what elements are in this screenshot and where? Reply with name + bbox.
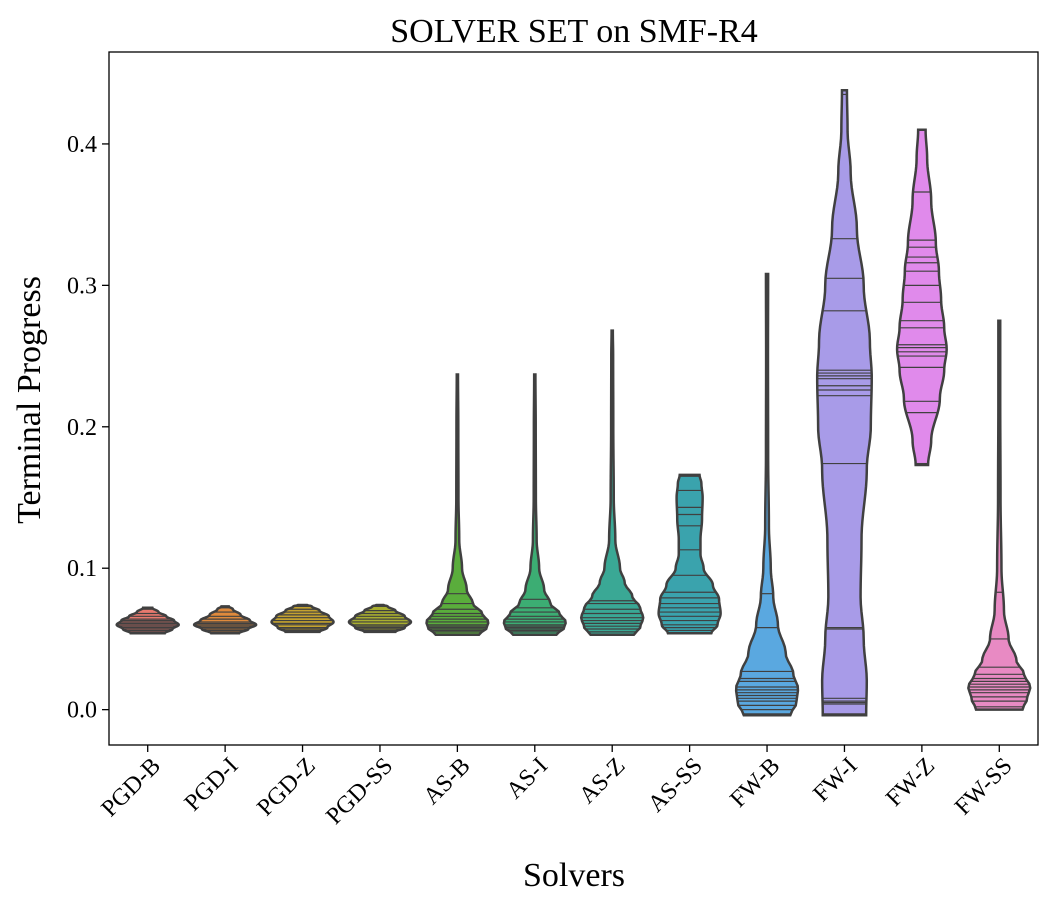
violin-body [967, 319, 1032, 711]
violin-fw-i [815, 88, 873, 717]
x-axis: PGD-B PGD-I PGD-Z PGD-SS AS-B AS-I AS-Z AS-SS FW… [97, 745, 1018, 830]
violin-pgd-i [192, 605, 258, 635]
y-tick-label: 0.1 [67, 556, 97, 582]
violin-body [657, 473, 722, 635]
violin-fw-b [734, 272, 800, 717]
x-tick-label: AS-B [419, 753, 476, 810]
x-axis-label: Solvers [523, 857, 625, 894]
violin-body [425, 373, 490, 636]
violin-as-z [579, 329, 645, 636]
x-tick-label: AS-Z [574, 753, 630, 809]
x-tick-label: PGD-SS [321, 753, 398, 830]
y-axis: 0.0 0.1 0.2 0.3 0.4 [67, 132, 109, 724]
y-tick-label: 0.3 [67, 273, 97, 299]
x-tick-label: PGD-I [180, 753, 244, 817]
x-tick-label: PGD-B [97, 753, 166, 822]
violin-body [734, 272, 800, 717]
violin-fw-z [895, 128, 948, 467]
violin-pgd-z [270, 603, 335, 634]
plot-area [108, 51, 1039, 746]
violin-body [815, 88, 873, 717]
violin-as-ss [657, 473, 722, 635]
violin-as-i [502, 373, 567, 636]
violin-fw-ss [967, 319, 1032, 711]
plot-frame [108, 51, 1039, 746]
x-tick-label: AS-I [502, 753, 553, 804]
x-tick-label: AS-SS [643, 753, 708, 818]
x-tick-label: FW-Z [881, 753, 940, 812]
violin-body [502, 373, 567, 636]
x-tick-label: FW-B [725, 753, 785, 813]
violin-pgd-b [115, 606, 180, 635]
y-axis-label: Terminal Progress [11, 276, 48, 524]
violin-pgd-ss [347, 603, 413, 634]
violin-body [895, 128, 948, 467]
x-tick-label: FW-SS [950, 753, 1017, 820]
chart-title: SOLVER SET on SMF-R4 [390, 13, 758, 50]
y-tick-label: 0.4 [67, 132, 97, 158]
y-tick-label: 0.2 [67, 415, 97, 441]
violin-as-b [425, 373, 490, 636]
x-tick-label: PGD-Z [252, 753, 320, 821]
y-tick-label: 0.0 [67, 698, 97, 724]
violin-body [579, 329, 645, 636]
x-tick-label: FW-I [808, 753, 862, 807]
